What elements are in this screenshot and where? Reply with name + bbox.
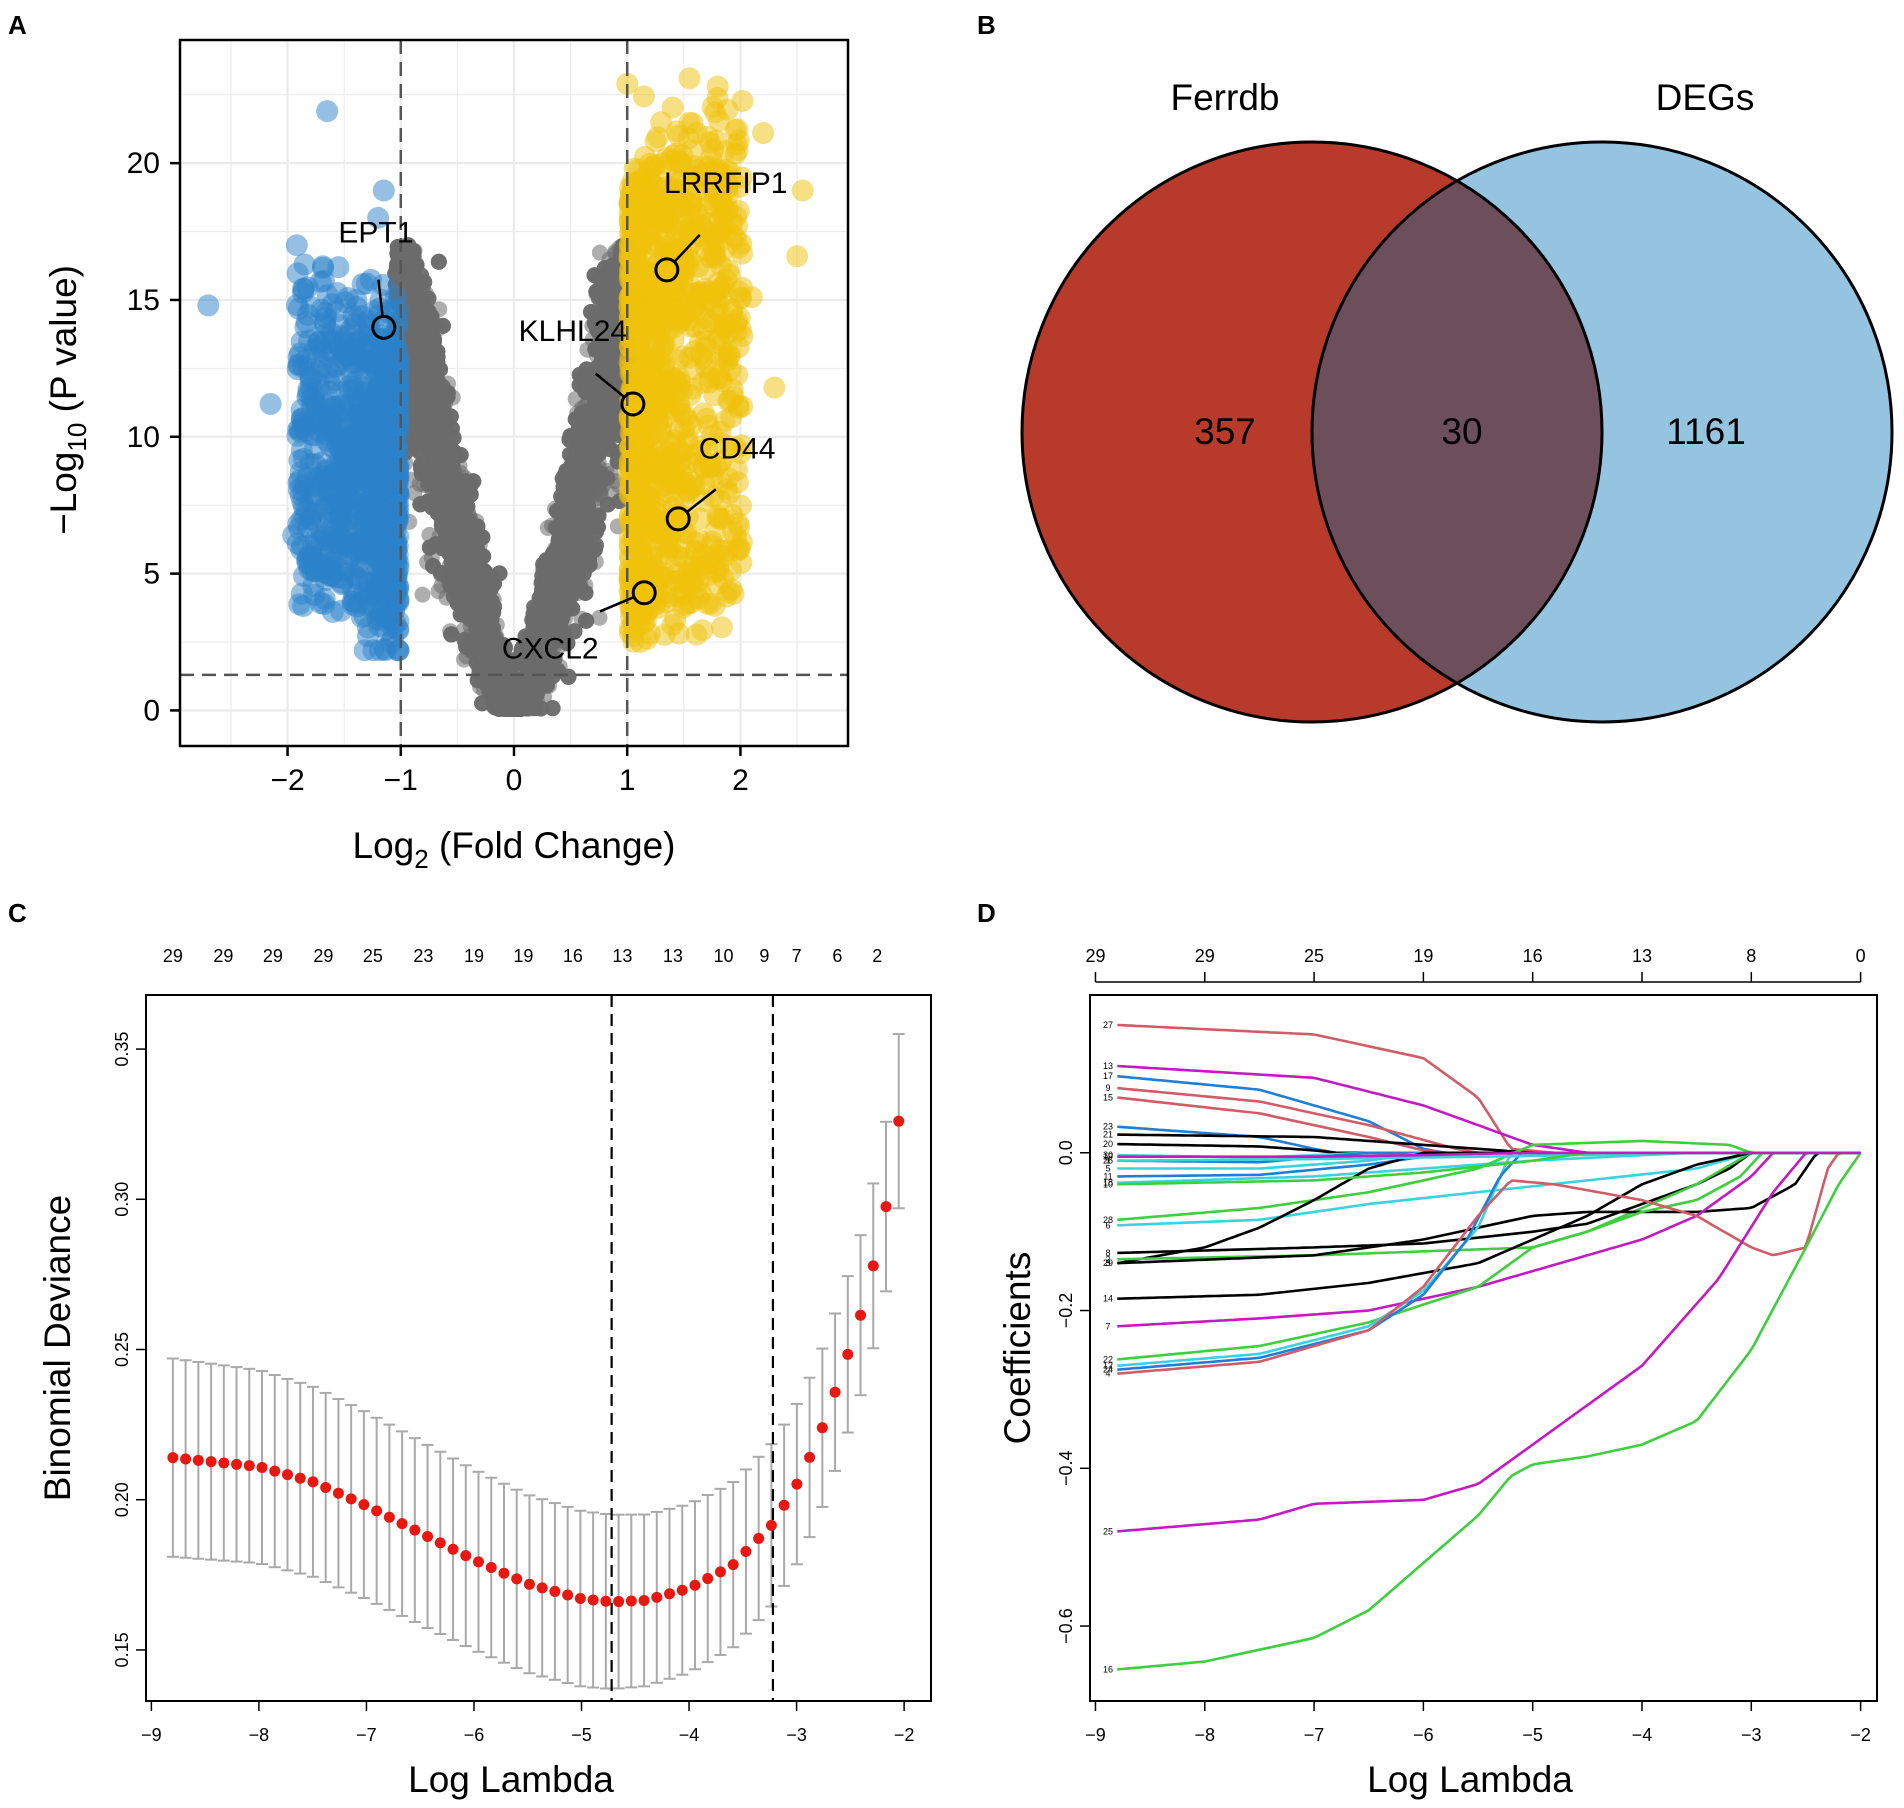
panel-label-a: A (8, 10, 27, 40)
panel-label-d: D (977, 898, 996, 928)
point-not-significant (591, 609, 608, 626)
volcano-points (197, 67, 814, 718)
panel-label-b: B (977, 10, 996, 40)
point-not-significant (414, 586, 431, 603)
panel-label-c: C (8, 898, 27, 928)
